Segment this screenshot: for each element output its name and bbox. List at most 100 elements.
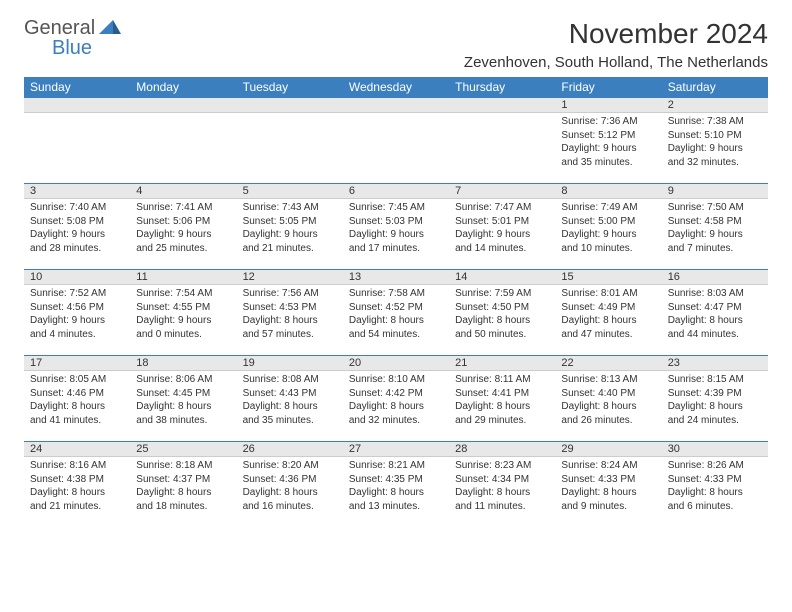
day-number: 29	[555, 442, 661, 457]
page-title: November 2024	[464, 18, 768, 50]
calendar-day-cell	[237, 98, 343, 184]
calendar-week-row: 3Sunrise: 7:40 AMSunset: 5:08 PMDaylight…	[24, 184, 768, 270]
day-details: Sunrise: 8:05 AMSunset: 4:46 PMDaylight:…	[24, 371, 130, 429]
day-details: Sunrise: 8:08 AMSunset: 4:43 PMDaylight:…	[237, 371, 343, 429]
day-details: Sunrise: 8:10 AMSunset: 4:42 PMDaylight:…	[343, 371, 449, 429]
calendar-day-cell	[24, 98, 130, 184]
day-header: Tuesday	[237, 77, 343, 98]
day-number: 3	[24, 184, 130, 199]
calendar-day-cell: 21Sunrise: 8:11 AMSunset: 4:41 PMDayligh…	[449, 356, 555, 442]
calendar-day-cell	[343, 98, 449, 184]
calendar-day-cell: 11Sunrise: 7:54 AMSunset: 4:55 PMDayligh…	[130, 270, 236, 356]
calendar-day-cell: 23Sunrise: 8:15 AMSunset: 4:39 PMDayligh…	[662, 356, 768, 442]
day-number: 2	[662, 98, 768, 113]
calendar-day-cell: 6Sunrise: 7:45 AMSunset: 5:03 PMDaylight…	[343, 184, 449, 270]
calendar-day-cell: 2Sunrise: 7:38 AMSunset: 5:10 PMDaylight…	[662, 98, 768, 184]
daynum-bar-empty	[449, 98, 555, 113]
calendar-day-cell: 1Sunrise: 7:36 AMSunset: 5:12 PMDaylight…	[555, 98, 661, 184]
calendar-day-cell: 27Sunrise: 8:21 AMSunset: 4:35 PMDayligh…	[343, 442, 449, 528]
day-number: 8	[555, 184, 661, 199]
calendar-week-row: 10Sunrise: 7:52 AMSunset: 4:56 PMDayligh…	[24, 270, 768, 356]
day-details: Sunrise: 8:21 AMSunset: 4:35 PMDaylight:…	[343, 457, 449, 515]
day-header-row: SundayMondayTuesdayWednesdayThursdayFrid…	[24, 77, 768, 98]
day-number: 30	[662, 442, 768, 457]
day-number: 15	[555, 270, 661, 285]
day-details: Sunrise: 7:52 AMSunset: 4:56 PMDaylight:…	[24, 285, 130, 343]
day-number: 20	[343, 356, 449, 371]
title-block: November 2024 Zevenhoven, South Holland,…	[464, 18, 768, 71]
calendar-day-cell: 15Sunrise: 8:01 AMSunset: 4:49 PMDayligh…	[555, 270, 661, 356]
logo: General Blue	[24, 18, 121, 58]
day-details: Sunrise: 8:20 AMSunset: 4:36 PMDaylight:…	[237, 457, 343, 515]
calendar-week-row: 17Sunrise: 8:05 AMSunset: 4:46 PMDayligh…	[24, 356, 768, 442]
day-header: Wednesday	[343, 77, 449, 98]
calendar-page: General Blue November 2024 Zevenhoven, S…	[0, 0, 792, 538]
day-details: Sunrise: 8:03 AMSunset: 4:47 PMDaylight:…	[662, 285, 768, 343]
calendar-day-cell: 14Sunrise: 7:59 AMSunset: 4:50 PMDayligh…	[449, 270, 555, 356]
day-number: 5	[237, 184, 343, 199]
logo-triangle-icon	[99, 18, 121, 38]
day-details: Sunrise: 8:24 AMSunset: 4:33 PMDaylight:…	[555, 457, 661, 515]
day-details: Sunrise: 7:56 AMSunset: 4:53 PMDaylight:…	[237, 285, 343, 343]
day-details: Sunrise: 7:49 AMSunset: 5:00 PMDaylight:…	[555, 199, 661, 257]
daynum-bar-empty	[343, 98, 449, 113]
day-header: Friday	[555, 77, 661, 98]
calendar-day-cell: 9Sunrise: 7:50 AMSunset: 4:58 PMDaylight…	[662, 184, 768, 270]
day-number: 11	[130, 270, 236, 285]
day-number: 6	[343, 184, 449, 199]
day-header: Monday	[130, 77, 236, 98]
logo-text-top: General	[24, 18, 95, 38]
day-details: Sunrise: 7:47 AMSunset: 5:01 PMDaylight:…	[449, 199, 555, 257]
calendar-day-cell: 22Sunrise: 8:13 AMSunset: 4:40 PMDayligh…	[555, 356, 661, 442]
calendar-day-cell: 17Sunrise: 8:05 AMSunset: 4:46 PMDayligh…	[24, 356, 130, 442]
day-number: 7	[449, 184, 555, 199]
day-details: Sunrise: 7:58 AMSunset: 4:52 PMDaylight:…	[343, 285, 449, 343]
day-details: Sunrise: 8:16 AMSunset: 4:38 PMDaylight:…	[24, 457, 130, 515]
day-number: 22	[555, 356, 661, 371]
calendar-day-cell: 4Sunrise: 7:41 AMSunset: 5:06 PMDaylight…	[130, 184, 236, 270]
calendar-day-cell: 13Sunrise: 7:58 AMSunset: 4:52 PMDayligh…	[343, 270, 449, 356]
calendar-day-cell: 20Sunrise: 8:10 AMSunset: 4:42 PMDayligh…	[343, 356, 449, 442]
calendar-week-row: 1Sunrise: 7:36 AMSunset: 5:12 PMDaylight…	[24, 98, 768, 184]
day-number: 23	[662, 356, 768, 371]
day-details: Sunrise: 8:11 AMSunset: 4:41 PMDaylight:…	[449, 371, 555, 429]
day-details: Sunrise: 7:38 AMSunset: 5:10 PMDaylight:…	[662, 113, 768, 171]
day-number: 13	[343, 270, 449, 285]
daynum-bar-empty	[130, 98, 236, 113]
day-details: Sunrise: 8:26 AMSunset: 4:33 PMDaylight:…	[662, 457, 768, 515]
calendar-day-cell: 3Sunrise: 7:40 AMSunset: 5:08 PMDaylight…	[24, 184, 130, 270]
calendar-day-cell: 29Sunrise: 8:24 AMSunset: 4:33 PMDayligh…	[555, 442, 661, 528]
calendar-day-cell: 10Sunrise: 7:52 AMSunset: 4:56 PMDayligh…	[24, 270, 130, 356]
day-header: Sunday	[24, 77, 130, 98]
calendar-day-cell: 5Sunrise: 7:43 AMSunset: 5:05 PMDaylight…	[237, 184, 343, 270]
daynum-bar-empty	[237, 98, 343, 113]
day-header: Thursday	[449, 77, 555, 98]
logo-top: General	[24, 18, 121, 38]
day-details: Sunrise: 8:01 AMSunset: 4:49 PMDaylight:…	[555, 285, 661, 343]
day-number: 12	[237, 270, 343, 285]
calendar-day-cell	[130, 98, 236, 184]
day-details: Sunrise: 7:43 AMSunset: 5:05 PMDaylight:…	[237, 199, 343, 257]
day-details: Sunrise: 7:41 AMSunset: 5:06 PMDaylight:…	[130, 199, 236, 257]
day-header: Saturday	[662, 77, 768, 98]
calendar-day-cell: 28Sunrise: 8:23 AMSunset: 4:34 PMDayligh…	[449, 442, 555, 528]
day-details: Sunrise: 8:06 AMSunset: 4:45 PMDaylight:…	[130, 371, 236, 429]
day-details: Sunrise: 8:13 AMSunset: 4:40 PMDaylight:…	[555, 371, 661, 429]
day-number: 9	[662, 184, 768, 199]
day-details: Sunrise: 7:54 AMSunset: 4:55 PMDaylight:…	[130, 285, 236, 343]
calendar-day-cell: 25Sunrise: 8:18 AMSunset: 4:37 PMDayligh…	[130, 442, 236, 528]
day-details: Sunrise: 7:50 AMSunset: 4:58 PMDaylight:…	[662, 199, 768, 257]
page-subtitle: Zevenhoven, South Holland, The Netherlan…	[464, 54, 768, 71]
calendar-day-cell: 30Sunrise: 8:26 AMSunset: 4:33 PMDayligh…	[662, 442, 768, 528]
calendar-day-cell: 12Sunrise: 7:56 AMSunset: 4:53 PMDayligh…	[237, 270, 343, 356]
day-details: Sunrise: 7:36 AMSunset: 5:12 PMDaylight:…	[555, 113, 661, 171]
daynum-bar-empty	[24, 98, 130, 113]
calendar-day-cell: 8Sunrise: 7:49 AMSunset: 5:00 PMDaylight…	[555, 184, 661, 270]
calendar-day-cell: 18Sunrise: 8:06 AMSunset: 4:45 PMDayligh…	[130, 356, 236, 442]
day-number: 16	[662, 270, 768, 285]
calendar-body: 1Sunrise: 7:36 AMSunset: 5:12 PMDaylight…	[24, 98, 768, 528]
day-number: 21	[449, 356, 555, 371]
logo-text-bottom: Blue	[24, 38, 121, 58]
day-number: 26	[237, 442, 343, 457]
day-number: 25	[130, 442, 236, 457]
